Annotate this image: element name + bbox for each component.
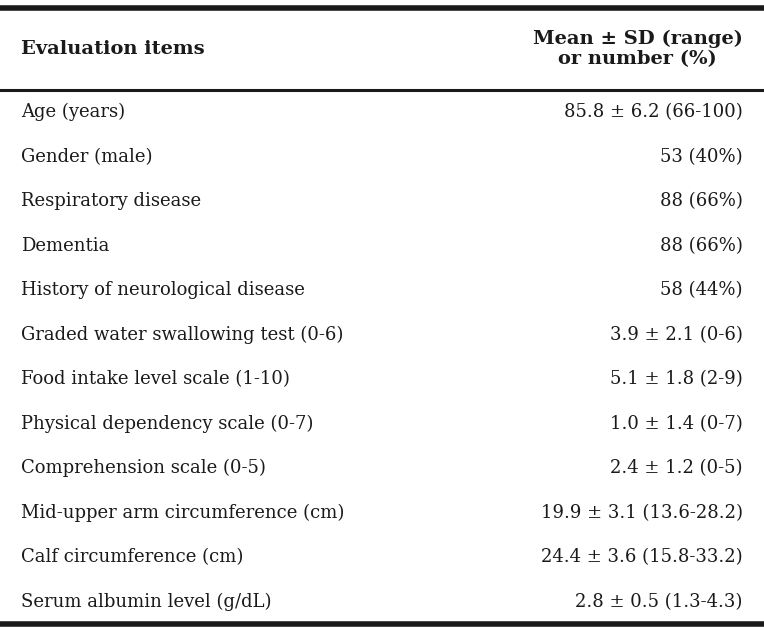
Text: Comprehension scale (0-5): Comprehension scale (0-5) xyxy=(21,459,267,477)
Text: Food intake level scale (1-10): Food intake level scale (1-10) xyxy=(21,370,290,388)
Text: 2.4 ± 1.2 (0-5): 2.4 ± 1.2 (0-5) xyxy=(610,459,743,477)
Text: Graded water swallowing test (0-6): Graded water swallowing test (0-6) xyxy=(21,325,344,344)
Text: Mean ± SD (range)
or number (%): Mean ± SD (range) or number (%) xyxy=(533,30,743,68)
Text: 19.9 ± 3.1 (13.6-28.2): 19.9 ± 3.1 (13.6-28.2) xyxy=(541,504,743,522)
Text: Calf circumference (cm): Calf circumference (cm) xyxy=(21,548,244,566)
Text: 2.8 ± 0.5 (1.3-4.3): 2.8 ± 0.5 (1.3-4.3) xyxy=(575,593,743,611)
Text: Gender (male): Gender (male) xyxy=(21,148,153,166)
Text: 53 (40%): 53 (40%) xyxy=(660,148,743,166)
Text: 1.0 ± 1.4 (0-7): 1.0 ± 1.4 (0-7) xyxy=(610,415,743,433)
Text: Evaluation items: Evaluation items xyxy=(21,40,205,58)
Text: Mid-upper arm circumference (cm): Mid-upper arm circumference (cm) xyxy=(21,504,345,522)
Text: Dementia: Dementia xyxy=(21,237,110,255)
Text: Physical dependency scale (0-7): Physical dependency scale (0-7) xyxy=(21,415,314,433)
Text: Respiratory disease: Respiratory disease xyxy=(21,192,202,210)
Text: Serum albumin level (g/dL): Serum albumin level (g/dL) xyxy=(21,593,272,611)
Text: 3.9 ± 2.1 (0-6): 3.9 ± 2.1 (0-6) xyxy=(610,325,743,344)
Text: 24.4 ± 3.6 (15.8-33.2): 24.4 ± 3.6 (15.8-33.2) xyxy=(541,548,743,566)
Text: 88 (66%): 88 (66%) xyxy=(660,237,743,255)
Text: Age (years): Age (years) xyxy=(21,103,125,121)
Text: History of neurological disease: History of neurological disease xyxy=(21,281,306,299)
Text: 58 (44%): 58 (44%) xyxy=(660,281,743,299)
Text: 5.1 ± 1.8 (2-9): 5.1 ± 1.8 (2-9) xyxy=(610,370,743,388)
Text: 88 (66%): 88 (66%) xyxy=(660,192,743,210)
Text: 85.8 ± 6.2 (66-100): 85.8 ± 6.2 (66-100) xyxy=(564,103,743,121)
